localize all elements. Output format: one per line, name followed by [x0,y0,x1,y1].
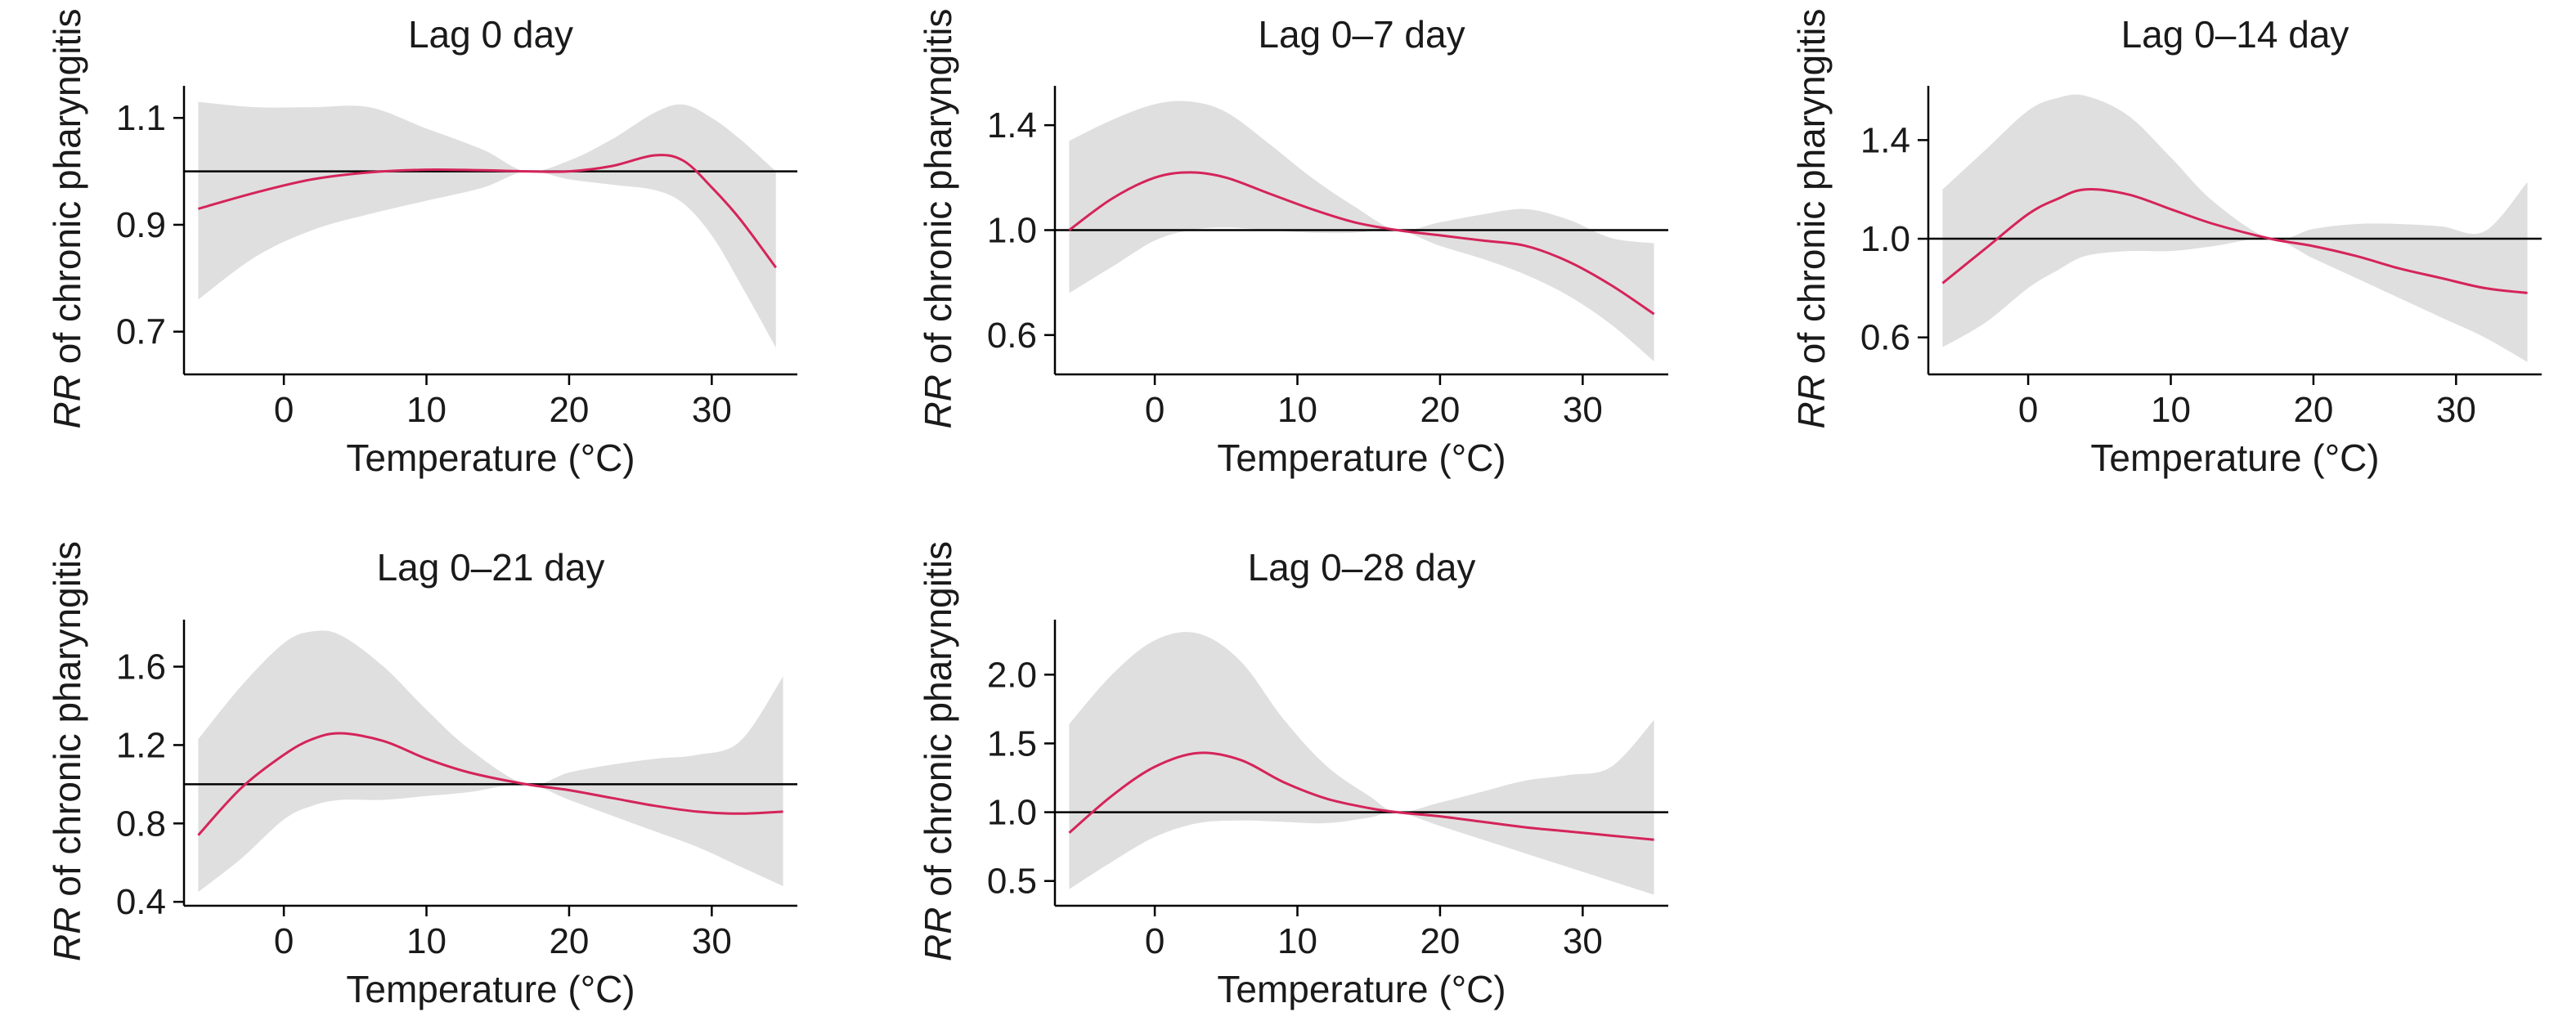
panel-title: Lag 0–21 day [377,546,605,589]
y-axis-title-rr: RR [46,907,88,961]
y-axis-title-rr: RR [917,374,959,428]
y-tick-label: 1.2 [116,725,166,765]
x-tick-label: 10 [1277,390,1317,430]
confidence-band [1942,94,2528,362]
y-tick-label: 0.4 [116,882,166,922]
x-tick-label: 10 [406,390,447,430]
panel-title: Lag 0–28 day [1248,546,1476,589]
y-axis-title-rest: of chronic pharyngitis [1790,9,1833,374]
y-tick-label: 0.6 [987,316,1037,356]
x-tick-label: 30 [1563,921,1603,961]
x-tick-label: 30 [692,921,732,961]
confidence-band [198,101,776,348]
confidence-band [198,630,783,893]
rr-curve [1941,188,2528,294]
y-axis-title: RR of chronic pharyngitis [46,541,88,961]
x-axis-title: Temperature (°C) [1217,968,1506,1010]
y-tick-label: 1.0 [987,793,1037,833]
x-tick-label: 20 [549,921,589,961]
confidence-band [1069,101,1654,361]
y-axis-title-rest: of chronic pharyngitis [917,541,959,907]
y-tick-label: 1.0 [987,211,1037,251]
y-tick-label: 0.7 [116,312,166,352]
y-axis-title-rr: RR [46,374,88,428]
panel-1: 0 10 20 30 0.7 0.9 1.1 Lag 0 day Temperature (°C… [46,9,797,479]
y-axis-title-rest: of chronic pharyngitis [46,9,88,374]
y-axis-title-rest: of chronic pharyngitis [46,541,88,907]
panel-title: Lag 0–7 day [1258,13,1465,56]
panel-title: Lag 0 day [408,13,573,56]
x-axis-title: Temperature (°C) [346,437,635,479]
x-axis-title: Temperature (°C) [1217,437,1506,479]
panel-2: 0 10 20 30 0.6 1.0 1.4 Lag 0–7 day Temperature (… [917,9,1668,479]
y-axis-title-rest: of chronic pharyngitis [917,9,959,374]
x-tick-label: 10 [2151,390,2191,430]
panel-3: 0 10 20 30 0.6 1.0 1.4 Lag 0–14 day Temperature … [1790,9,2542,479]
y-axis-title-rr: RR [1790,374,1833,428]
x-tick-label: 0 [274,921,294,961]
x-tick-label: 30 [1563,390,1603,430]
x-tick-label: 30 [692,390,732,430]
rr-curve [1068,751,1654,841]
x-tick-label: 0 [2018,390,2038,430]
rr-curve [197,154,778,269]
panel-5: 0 10 20 30 0.5 1.0 1.5 2.0 Lag 0–28 day Temperatu… [917,541,1668,1010]
x-tick-label: 30 [2436,390,2476,430]
y-axis-title: RR of chronic pharyngitis [46,9,88,429]
x-tick-label: 20 [1420,390,1460,430]
y-axis-title-rr: RR [917,907,959,961]
y-tick-label: 1.4 [1860,120,1910,160]
y-axis-title: RR of chronic pharyngitis [917,541,959,961]
y-tick-label: 1.1 [116,98,166,138]
y-tick-label: 1.5 [987,723,1037,764]
confidence-band [1069,632,1654,895]
x-tick-label: 20 [549,390,589,430]
y-axis-title: RR of chronic pharyngitis [1790,9,1833,429]
panel-title: Lag 0–14 day [2121,13,2349,56]
y-tick-label: 0.9 [116,205,166,245]
y-tick-label: 1.6 [116,647,166,687]
x-tick-label: 10 [1277,921,1317,961]
x-tick-label: 10 [406,921,447,961]
x-tick-label: 20 [2293,390,2333,430]
y-tick-label: 2.0 [987,655,1037,695]
rr-curve [197,732,783,836]
y-tick-label: 0.5 [987,862,1037,902]
x-tick-label: 20 [1420,921,1460,961]
x-axis-title: Temperature (°C) [2090,437,2379,479]
y-tick-label: 0.8 [116,804,166,844]
y-axis-title: RR of chronic pharyngitis [917,9,959,429]
y-tick-label: 0.6 [1860,318,1910,358]
x-tick-label: 0 [1145,921,1165,961]
rr-curve [1068,171,1655,316]
x-tick-label: 0 [274,390,294,430]
x-tick-label: 0 [1145,390,1165,430]
y-tick-label: 1.0 [1860,219,1910,259]
y-tick-label: 1.4 [987,105,1037,146]
panel-4: 0 10 20 30 0.4 0.8 1.2 1.6 Lag 0–21 day Temperatu… [46,541,797,1010]
x-axis-title: Temperature (°C) [346,968,635,1010]
